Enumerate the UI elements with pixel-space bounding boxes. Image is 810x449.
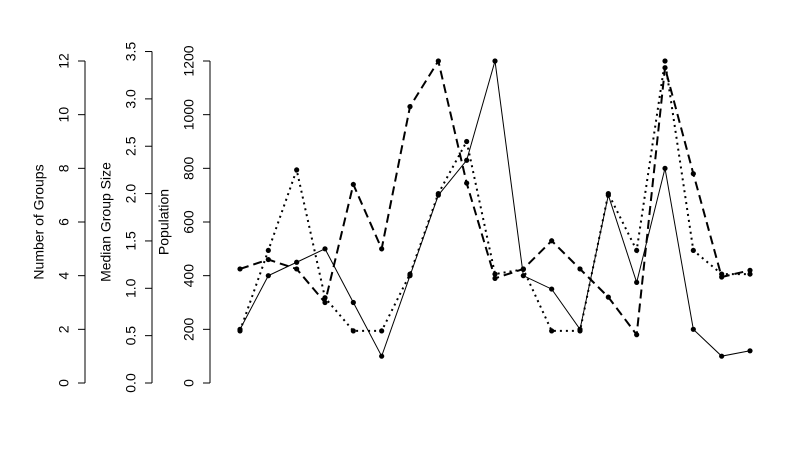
y-axis-title: Median Group Size [98,162,114,282]
y-axis-title: Number of Groups [31,164,47,279]
y-tick-label: 600 [181,210,197,234]
y-tick-label: 400 [181,264,197,288]
y-tick-label: 200 [181,317,197,341]
y-tick-label: 0.5 [123,326,139,346]
data-point [605,294,611,300]
data-point [492,271,498,277]
y-tick-label: 0 [181,379,197,387]
data-point [407,271,413,277]
data-point [662,165,668,171]
data-point [634,279,640,285]
data-point [577,328,583,334]
data-point [379,246,385,252]
series-line [239,60,751,358]
data-point [435,190,441,197]
data-point [464,180,470,186]
y-tick-label: 1.0 [123,278,139,298]
data-point [747,348,753,354]
data-point [407,104,413,110]
data-point [605,190,611,197]
y-tick-label: 3.5 [123,42,139,62]
data-point [350,328,356,334]
data-point [322,299,328,306]
data-point [237,328,243,334]
y-tick-label: 3.0 [123,89,139,109]
data-point [549,328,555,334]
y-tick-label: 2.5 [123,136,139,156]
data-point [379,328,385,334]
data-point [520,266,526,272]
data-point [634,332,640,338]
y-tick-label: 1000 [181,99,197,130]
y-tick-label: 1.5 [123,231,139,251]
data-point [690,326,696,332]
y-tick-label: 2.0 [123,184,139,204]
data-point [492,275,498,281]
data-point [577,266,583,272]
data-point [747,267,753,273]
series-line [239,58,751,338]
data-point [294,266,300,272]
data-point [719,353,725,359]
data-point [265,247,271,254]
data-point [265,273,271,279]
data-point [747,271,753,277]
data-point [464,138,470,145]
data-point [435,58,441,64]
y-tick-label: 2 [56,325,72,333]
y-tick-label: 1200 [181,45,197,76]
y-tick-label: 0.0 [123,373,139,393]
y-tick-label: 0 [56,379,72,387]
y-tick-label: 8 [56,164,72,172]
data-point [350,181,356,188]
y-tick-label: 800 [181,156,197,180]
data-point [690,171,696,177]
y-tick-label: 10 [56,107,72,123]
data-point [492,58,498,64]
data-point [634,247,640,254]
data-point [265,256,271,263]
data-point [294,167,300,173]
data-point [322,246,328,252]
data-point [549,286,555,292]
data-point [350,299,356,306]
data-point [690,247,696,254]
y-tick-label: 4 [56,272,72,280]
data-point [237,266,243,272]
data-point [662,58,668,64]
data-point [322,295,328,301]
data-point [549,238,555,244]
data-point [719,271,725,277]
data-point [379,353,385,359]
data-point [294,259,300,265]
y-tick-label: 6 [56,218,72,226]
data-point [464,157,470,163]
y-axis-title: Population [156,189,172,255]
y-tick-label: 12 [56,53,72,69]
